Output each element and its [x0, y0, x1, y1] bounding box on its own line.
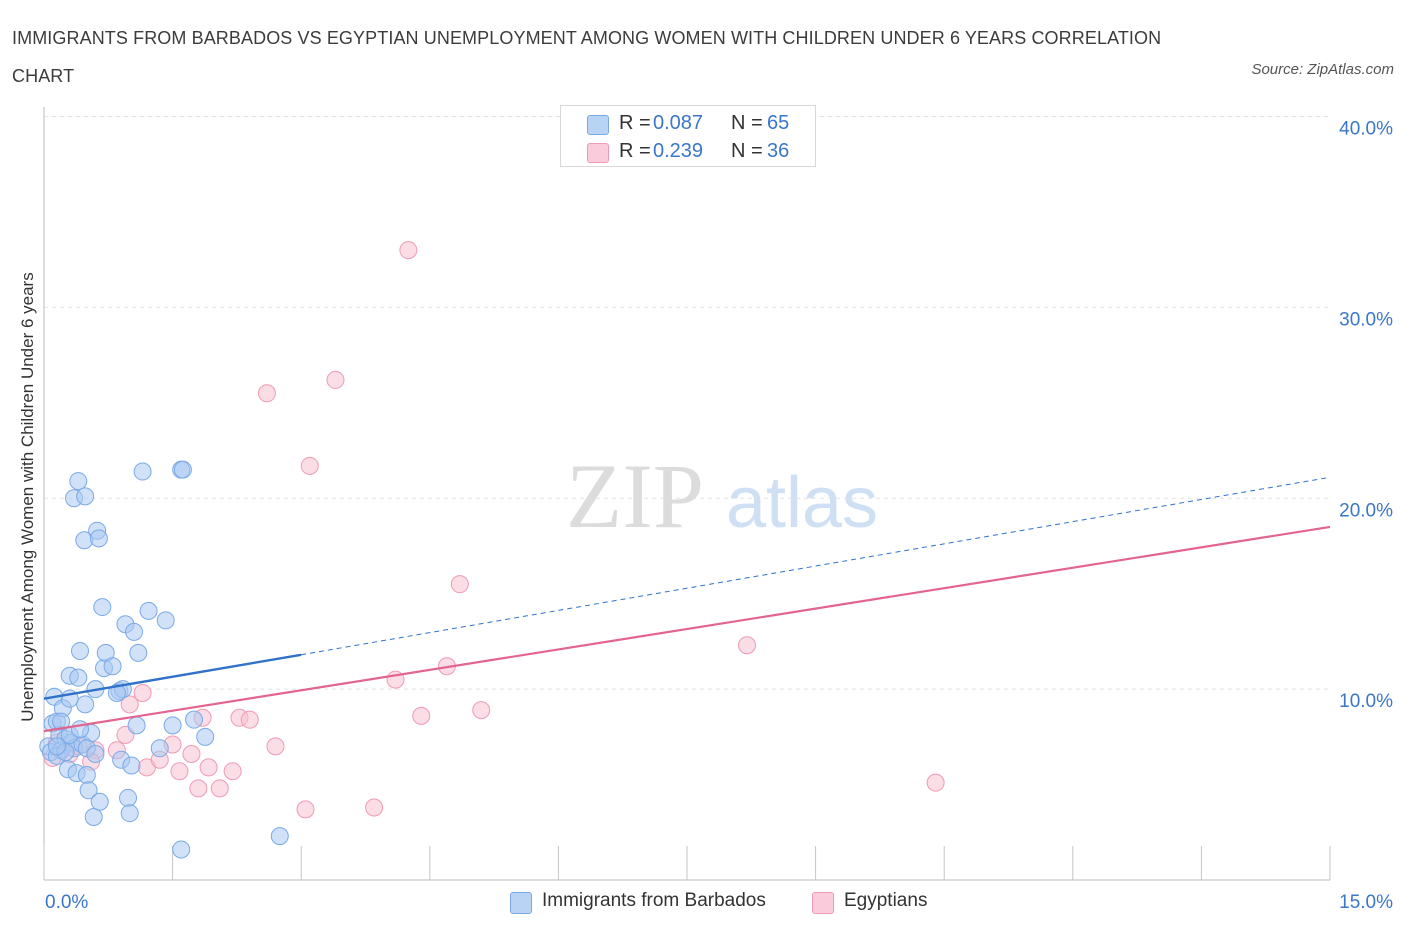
barbados-point: [185, 710, 204, 729]
bottom-legend-label: Immigrants from Barbados: [542, 890, 766, 911]
egyptians-point: [182, 745, 201, 764]
legend-n-label: N =: [731, 112, 763, 134]
egyptians-point: [399, 241, 418, 260]
egyptians-point: [738, 636, 757, 655]
egyptians-point: [170, 762, 189, 781]
egyptians-point: [296, 800, 315, 819]
barbados-point: [119, 788, 138, 807]
legend-r-value: 0.087: [653, 112, 704, 134]
barbados-points: [39, 460, 289, 859]
egyptians-point: [240, 710, 259, 729]
barbados-point: [129, 643, 148, 662]
correlation-legend: R = 0.087 N = 65 R = 0.239 N = 36: [560, 105, 816, 167]
chart-source: Source: ZipAtlas.com: [1251, 61, 1394, 78]
egyptians-point: [365, 798, 384, 817]
egyptians-point: [450, 575, 469, 594]
bottom-legend-label: Egyptians: [844, 890, 928, 911]
egyptians-point: [326, 370, 345, 389]
barbados-point: [69, 472, 88, 491]
barbados-point: [71, 720, 90, 739]
legend-swatch-blue: [587, 115, 609, 135]
tick-labels: 10.0% 20.0% 30.0% 40.0% 0.0% 15.0%: [45, 119, 1393, 913]
barbados-point: [79, 781, 98, 800]
barbados-point: [139, 601, 158, 620]
barbados-point: [125, 622, 144, 641]
legend-n-value: 36: [767, 140, 790, 162]
legend-n-label: N =: [731, 140, 763, 162]
barbados-point: [172, 840, 191, 859]
barbados-point: [156, 611, 175, 630]
barbados-point: [127, 716, 146, 735]
egyptians-point: [120, 695, 139, 714]
egyptians-trend-line: [43, 525, 1331, 733]
egyptians-point: [223, 762, 242, 781]
egyptians-point: [472, 701, 491, 720]
egyptians-point: [133, 683, 152, 702]
barbados-trend-extension: [301, 476, 1331, 656]
bottom-legend-swatch-pink: [812, 892, 834, 914]
barbados-point: [52, 712, 71, 731]
barbados-point: [196, 727, 215, 746]
y-axis-label: Unemployment Among Women with Children U…: [18, 272, 37, 722]
barbados-point: [93, 598, 112, 617]
egyptians-point: [266, 737, 285, 756]
y-tick-label: 10.0%: [1339, 691, 1393, 712]
egyptians-point: [257, 384, 276, 403]
barbados-point: [107, 683, 126, 702]
barbados-point: [86, 745, 105, 764]
barbados-point: [69, 668, 88, 687]
barbados-point: [71, 641, 90, 660]
legend-swatch-pink: [587, 143, 609, 163]
trend-layer: [43, 476, 1331, 733]
barbados-trend-line: [43, 653, 302, 700]
barbados-point: [89, 529, 108, 548]
legend-n-value: 65: [767, 112, 790, 134]
legend-r-value: 0.239: [653, 140, 704, 162]
barbados-point: [150, 739, 169, 758]
x-tick-label-max: 15.0%: [1339, 892, 1393, 913]
x-tick-label-min: 0.0%: [45, 892, 88, 913]
barbados-point: [47, 737, 66, 756]
grid-layer: [44, 116, 1330, 690]
barbados-point: [270, 827, 289, 846]
chart-title: IMMIGRANTS FROM BARBADOS VS EGYPTIAN UNE…: [12, 28, 1162, 86]
y-tick-label: 40.0%: [1339, 119, 1393, 140]
barbados-point: [122, 756, 141, 775]
barbados-point: [76, 487, 95, 506]
egyptians-point: [300, 456, 319, 475]
legend-r-label: R =: [619, 140, 651, 162]
barbados-point: [120, 804, 139, 823]
egyptians-point: [412, 706, 431, 725]
egyptians-point: [210, 779, 229, 798]
watermark-zip: ZIP: [566, 445, 704, 547]
watermark-atlas: atlas: [726, 463, 878, 543]
y-tick-label: 30.0%: [1339, 309, 1393, 330]
legend-r-label: R =: [619, 112, 651, 134]
barbados-point: [103, 657, 122, 676]
barbados-point: [173, 460, 192, 479]
barbados-point: [133, 462, 152, 481]
barbados-point: [76, 695, 95, 714]
egyptians-point: [189, 779, 208, 798]
egyptians-point: [199, 758, 218, 777]
bottom-legend-swatch-blue: [510, 892, 532, 914]
barbados-point: [84, 808, 103, 827]
watermark: ZIP atlas: [566, 445, 878, 547]
y-tick-label: 20.0%: [1339, 500, 1393, 521]
barbados-point: [163, 716, 182, 735]
barbados-point: [77, 766, 96, 785]
barbados-point: [90, 792, 109, 811]
egyptians-point: [926, 773, 945, 792]
